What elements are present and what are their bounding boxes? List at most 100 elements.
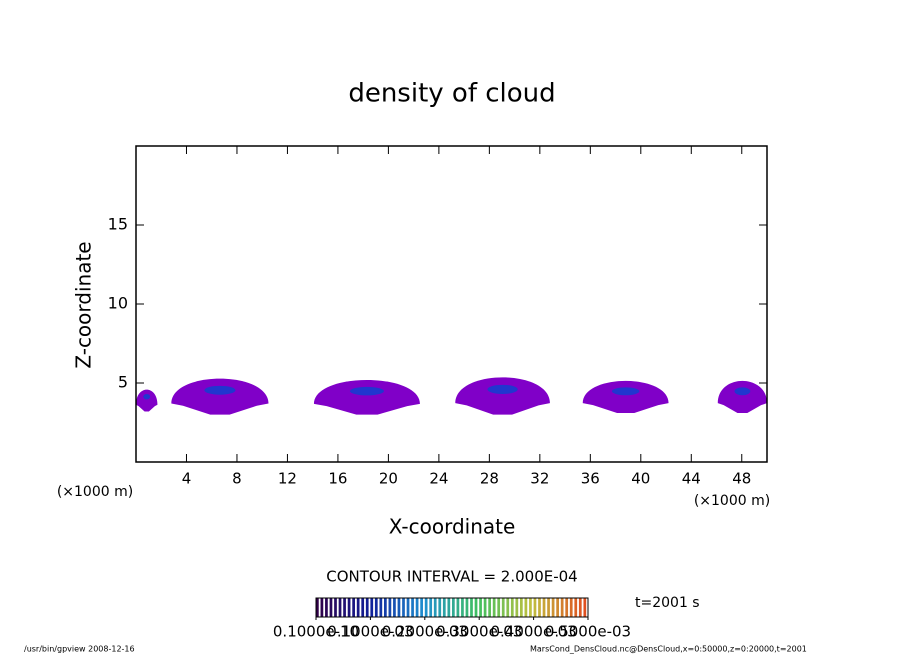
y-tick-label: 5 bbox=[118, 373, 128, 392]
cloud bbox=[171, 378, 269, 415]
colorbar-stripe bbox=[343, 598, 346, 617]
colorbar-stripe bbox=[538, 598, 541, 617]
colorbar-stripe bbox=[456, 598, 460, 617]
colorbar-stripe bbox=[583, 598, 587, 617]
colorbar-tick-label: 0.2000e-03 bbox=[382, 623, 468, 641]
x-tick-label: 48 bbox=[732, 470, 751, 488]
colorbar-stripe bbox=[393, 598, 396, 617]
colorbar-stripe bbox=[365, 598, 369, 617]
footer-left: /usr/bin/gpview 2008-12-16 bbox=[24, 645, 135, 654]
chart-title: density of cloud bbox=[348, 79, 555, 109]
colorbar-stripe bbox=[470, 598, 473, 617]
colorbar-stripe bbox=[488, 598, 491, 617]
colorbar-stripe bbox=[492, 598, 496, 617]
x-tick-label: 32 bbox=[530, 470, 549, 488]
colorbar-stripe bbox=[520, 598, 523, 617]
colorbar-tick-label: 0.3000e-03 bbox=[436, 623, 522, 641]
x-tick-label: 44 bbox=[682, 470, 701, 488]
x-tick-label: 8 bbox=[232, 470, 242, 488]
x-tick-label: 12 bbox=[278, 470, 297, 488]
colorbar-stripe bbox=[442, 598, 446, 617]
cloud-core bbox=[734, 387, 751, 396]
contour-interval: CONTOUR INTERVAL = 2.000E-04 bbox=[326, 568, 577, 586]
colorbar-stripe bbox=[388, 598, 392, 617]
colorbar-stripe bbox=[510, 598, 514, 617]
colorbar-stripe bbox=[424, 598, 428, 617]
colorbar-stripe bbox=[352, 598, 355, 617]
colorbar-stripe bbox=[420, 598, 423, 617]
colorbar-stripe bbox=[501, 598, 505, 617]
colorbar-stripe bbox=[524, 598, 528, 617]
y-axis-label: Z-coordinate bbox=[72, 241, 96, 368]
plot-frame bbox=[135, 145, 768, 463]
colorbar-stripe bbox=[483, 598, 487, 617]
colorbar-frame bbox=[315, 597, 589, 618]
y-tick-label: 10 bbox=[108, 294, 128, 313]
colorbar-stripe bbox=[397, 598, 401, 617]
colorbar-stripe bbox=[515, 598, 519, 617]
colorbar-stripe bbox=[438, 598, 442, 617]
colorbar-stripe bbox=[411, 598, 414, 617]
colorbar-stripe bbox=[384, 598, 387, 617]
x-tick-label: 24 bbox=[429, 470, 448, 488]
cloud bbox=[313, 379, 420, 415]
colorbar-stripe bbox=[370, 598, 374, 617]
colorbar-stripe bbox=[361, 598, 365, 617]
cloud-core bbox=[349, 386, 384, 396]
colorbar-stripe bbox=[374, 598, 378, 617]
colorbar-stripe bbox=[402, 598, 405, 617]
x-unit-left: (×1000 m) bbox=[57, 484, 133, 500]
cloud-core bbox=[204, 385, 236, 395]
colorbar-stripe bbox=[452, 598, 455, 617]
colorbar-stripe bbox=[529, 598, 532, 617]
x-tick-label: 20 bbox=[379, 470, 398, 488]
colorbar-stripe bbox=[433, 598, 437, 617]
colorbar-stripe bbox=[334, 598, 337, 617]
x-tick-label: 16 bbox=[328, 470, 347, 488]
colorbar-tick-label: 0.1000e-10 bbox=[273, 623, 359, 641]
cloud-core bbox=[487, 384, 518, 394]
footer-right: MarsCond_DensCloud.nc@DensCloud,x=0:5000… bbox=[530, 645, 807, 654]
cloud bbox=[136, 389, 158, 412]
x-tick-label: 28 bbox=[480, 470, 499, 488]
x-unit-right: (×1000 m) bbox=[694, 493, 770, 509]
colorbar-stripe bbox=[429, 598, 433, 617]
cloud bbox=[582, 380, 669, 414]
colorbar-stripe bbox=[379, 598, 383, 617]
colorbar-stripe bbox=[578, 598, 582, 617]
colorbar-stripe bbox=[506, 598, 510, 617]
colorbar-stripe bbox=[547, 598, 550, 617]
colorbar-stripe bbox=[569, 598, 573, 617]
colorbar-stripe bbox=[356, 598, 360, 617]
colorbar-stripe bbox=[560, 598, 564, 617]
colorbar-stripe bbox=[447, 598, 451, 617]
colorbar-stripe bbox=[542, 598, 546, 617]
colorbar-stripe bbox=[474, 598, 478, 617]
cloud-core bbox=[143, 393, 151, 400]
cloud-core bbox=[611, 387, 640, 396]
x-tick-label: 4 bbox=[182, 470, 192, 488]
plot-area bbox=[136, 377, 767, 415]
colorbar-stripe bbox=[325, 598, 328, 617]
colorbar-stripe bbox=[338, 598, 342, 617]
colorbar-stripe bbox=[316, 598, 319, 617]
colorbar-tick-label: 0.5000e-03 bbox=[545, 623, 631, 641]
colorbar-stripe bbox=[556, 598, 559, 617]
cloud bbox=[717, 380, 767, 414]
colorbar-stripe bbox=[565, 598, 569, 617]
colorbar-stripe bbox=[465, 598, 469, 617]
colorbar-tick-label: 0.1000e-03 bbox=[327, 623, 413, 641]
colorbar-stripe bbox=[406, 598, 410, 617]
colorbar-stripe bbox=[415, 598, 419, 617]
x-axis-label: X-coordinate bbox=[389, 515, 516, 539]
colorbar-stripe bbox=[329, 598, 333, 617]
colorbar-stripe bbox=[533, 598, 537, 617]
time-label: t=2001 s bbox=[635, 595, 700, 611]
colorbar-stripe bbox=[320, 598, 324, 617]
y-tick-label: 15 bbox=[108, 215, 128, 234]
cloud bbox=[455, 377, 550, 415]
colorbar-stripe bbox=[461, 598, 464, 617]
colorbar-stripe bbox=[497, 598, 501, 617]
colorbar-tick-label: 0.4000e-03 bbox=[490, 623, 576, 641]
